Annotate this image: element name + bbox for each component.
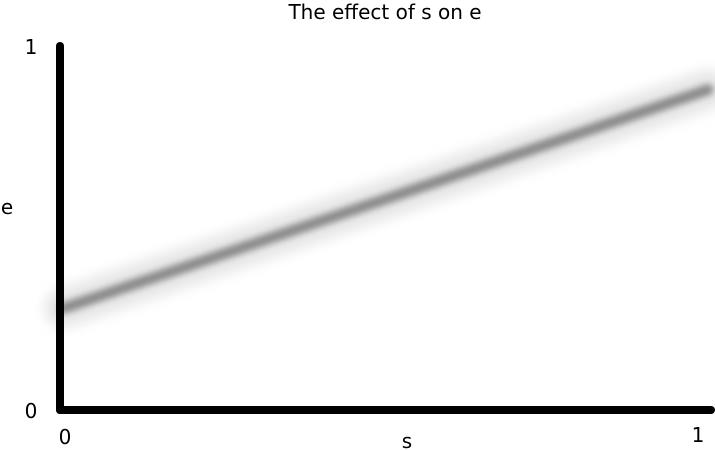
x-tick-left: 0 <box>59 425 72 449</box>
x-axis-label: s <box>402 429 412 450</box>
y-tick-top: 1 <box>25 35 38 59</box>
series-layer <box>44 69 715 329</box>
series-0-line <box>58 84 714 314</box>
y-tick-bottom: 0 <box>25 399 38 423</box>
y-axis-label: e <box>1 195 13 219</box>
chart-title: The effect of s on e <box>287 0 481 24</box>
x-tick-right: 1 <box>692 423 705 447</box>
